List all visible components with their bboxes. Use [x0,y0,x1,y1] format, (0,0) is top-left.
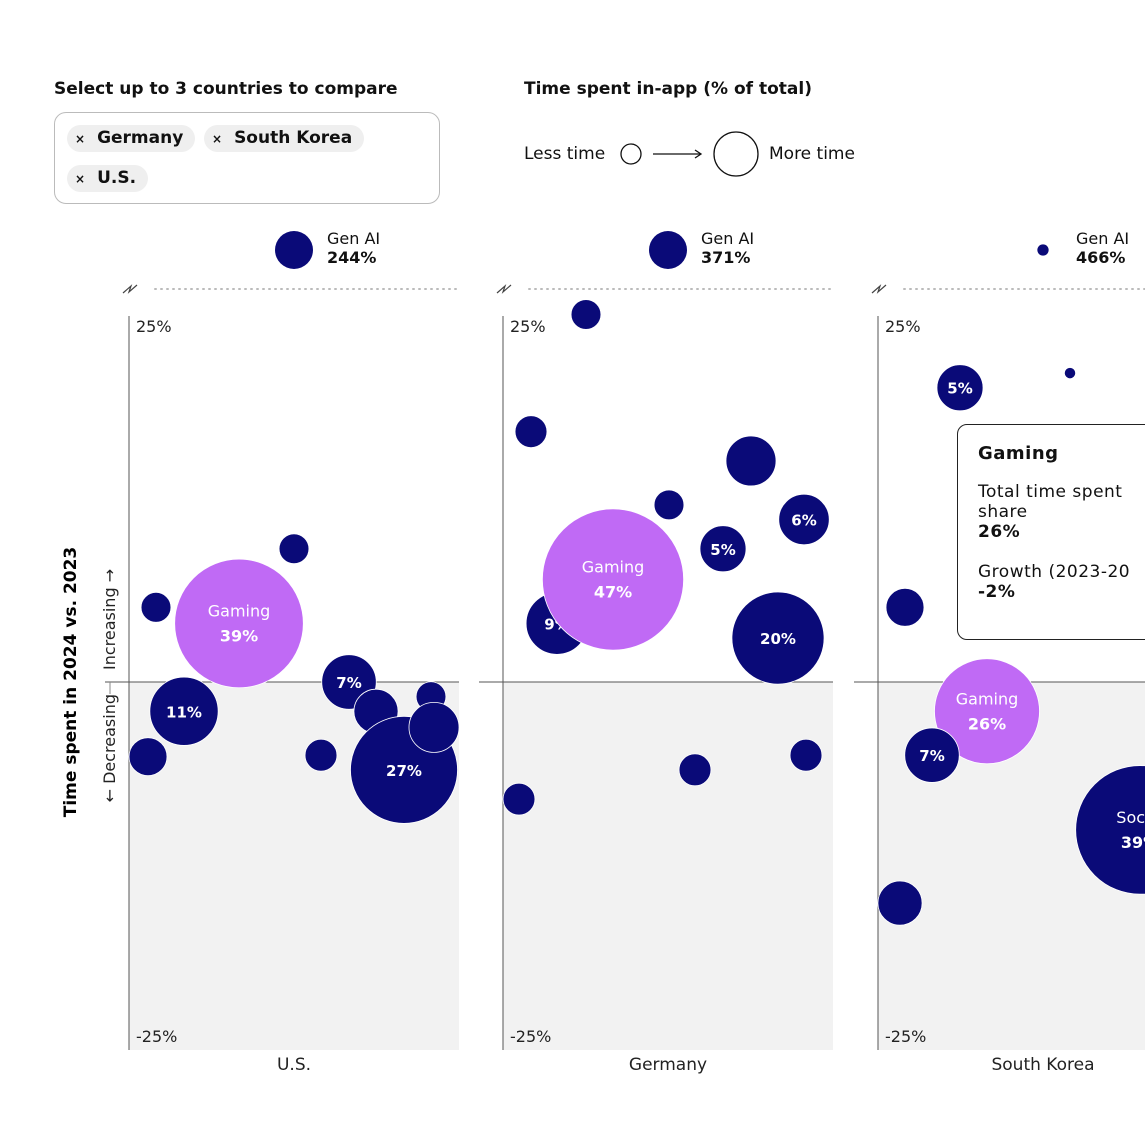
legend-less-time: Less time [524,144,606,164]
bubble-value: 7% [919,747,944,765]
legend-large-circle [713,131,759,177]
chip-germany[interactable]: × Germany [67,125,196,152]
bubble [778,493,830,546]
outlier-name: Gen AI [1076,229,1129,248]
bubble [725,435,777,487]
axis-break-icon [496,284,512,294]
bubble [885,587,925,627]
outlier-name: Gen AI [327,229,380,248]
outlier-name: Gen AI [701,229,754,248]
bubble-value: 5% [947,380,972,398]
bubble-value: 27% [386,762,422,780]
bubble-value: 6% [791,511,816,529]
bubble [140,592,172,623]
remove-icon[interactable]: × [75,172,86,186]
chip-label: South Korea [234,128,353,148]
legend-small-circle [620,143,642,165]
bubble-social [1075,765,1145,895]
tooltip-share-label: Total time spent share [978,482,1123,522]
remove-icon[interactable]: × [212,132,223,146]
bubble-gaming [541,508,685,651]
bubble [678,753,712,787]
y-tick-top: 25% [136,317,172,336]
bubble-name: Gaming [956,689,1019,708]
outlier-bubble [649,231,687,269]
chip-label: U.S. [97,168,137,188]
country-label: South Korea [991,1055,1094,1075]
bubble-gaming [934,658,1040,765]
country-select-box[interactable]: × Germany × South Korea × U.S. [54,112,440,204]
bubble-value: 11% [166,703,202,721]
bubble [149,676,219,746]
bubble [789,738,823,772]
bubble-value: 26% [968,714,1006,733]
tooltip-share-value: 26% [978,522,1021,542]
tooltip: Gaming Total time spent share 26% Growth… [957,424,1145,640]
bubble [731,591,825,685]
tooltip-growth-label: Growth (2023-20 [978,562,1131,582]
legend-more-time: More time [769,144,855,164]
size-legend-title: Time spent in-app (% of total) [524,79,812,99]
y-axis-label: Time spent in 2024 vs. 2023 [61,547,81,818]
y-tick-bottom: -25% [136,1027,177,1046]
bubble [904,727,960,783]
y-tick-top: 25% [510,317,546,336]
bubble-value: 5% [710,541,735,559]
arrow-head-icon [694,149,703,159]
bubble [699,525,747,573]
bubble-name: Gaming [208,601,271,620]
bubble-value: 20% [760,630,796,648]
outlier-value: 244% [327,248,376,267]
bubble-value: 39% [1121,833,1145,852]
outlier-bubble [1037,244,1049,256]
chip-label: Germany [97,128,184,148]
bubble [502,782,536,816]
axis-break-icon [871,284,887,294]
y-decreasing-label: ← Decreasing [100,694,119,802]
bubble [514,415,548,449]
negative-region [503,682,833,1050]
outlier-value: 371% [701,248,750,267]
bubble-value: 39% [220,626,258,645]
outlier-bubble [275,231,313,269]
y-tick-bottom: -25% [510,1027,551,1046]
bubble-name: Social [1116,808,1145,827]
bubble [128,737,168,777]
bubble [1063,367,1077,380]
country-label: Germany [629,1055,707,1075]
bubble [936,364,984,412]
bubble [408,701,460,753]
y-tick-top: 25% [885,317,921,336]
chip-us[interactable]: × U.S. [67,165,149,192]
bubble [653,489,685,521]
bubble [278,533,310,565]
outlier-value: 466% [1076,248,1125,267]
tooltip-growth-value: -2% [978,582,1016,602]
bubble-name: Gaming [582,558,645,577]
bubble-value: 47% [594,583,632,602]
bubble-value: 7% [336,674,361,692]
remove-icon[interactable]: × [75,132,86,146]
y-tick-bottom: -25% [885,1027,926,1046]
bubble [570,299,602,330]
tooltip-title: Gaming [978,443,1059,464]
bubble [304,738,338,772]
chip-south-korea[interactable]: × South Korea [204,125,365,152]
y-increasing-label: Increasing → [100,569,119,670]
axis-break-icon [122,284,138,294]
bubble [877,880,923,926]
country-label: U.S. [277,1055,311,1075]
bubble-gaming [174,558,304,689]
country-select-label: Select up to 3 countries to compare [54,79,398,99]
